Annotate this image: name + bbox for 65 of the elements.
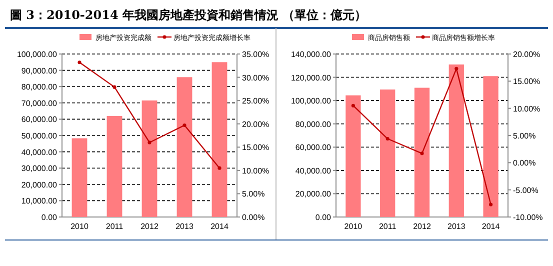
x-tick-label: 2013 bbox=[176, 222, 194, 231]
y-tick-label: 40,000.00 bbox=[295, 166, 332, 176]
bar bbox=[106, 116, 122, 217]
y-tick-label: 10,000.00 bbox=[21, 196, 58, 206]
y2-tick-label: 25.00% bbox=[242, 96, 270, 106]
y-tick-label: 50,000.00 bbox=[21, 132, 58, 140]
bar bbox=[380, 90, 396, 217]
point bbox=[218, 166, 222, 170]
y-tick-label: 100,000.00 bbox=[16, 50, 58, 59]
y-tick-label: 80,000.00 bbox=[295, 120, 332, 129]
point bbox=[489, 202, 493, 206]
x-tick-label: 2014 bbox=[482, 222, 500, 231]
point bbox=[182, 123, 186, 128]
x-tick-label: 2012 bbox=[413, 222, 432, 231]
y2-tick-label: -5.00% bbox=[513, 186, 538, 195]
bar bbox=[142, 100, 158, 217]
y-tick-label: 100,000.00 bbox=[290, 96, 332, 106]
y-tick-label: 0.00 bbox=[41, 213, 58, 222]
bar bbox=[414, 88, 430, 217]
y-tick-label: 30,000.00 bbox=[21, 164, 58, 174]
y-tick-label: 20,000.00 bbox=[21, 180, 58, 190]
y-tick-label: 90,000.00 bbox=[21, 66, 58, 76]
y-tick-label: 120,000.00 bbox=[290, 73, 332, 82]
point bbox=[78, 60, 82, 64]
y2-tick-label: 20.00% bbox=[513, 50, 540, 59]
bar bbox=[212, 62, 228, 217]
y-tick-label: 0.00 bbox=[315, 213, 332, 222]
x-tick-label: 2014 bbox=[210, 222, 229, 231]
x-tick-label: 2013 bbox=[448, 222, 466, 231]
chart-title: 圖 3：2010-2014 年我國房地產投資和銷售情況 （單位：億元） bbox=[10, 8, 367, 22]
y2-tick-label: 10.00% bbox=[513, 104, 540, 114]
y2-tick-label: 30.00% bbox=[242, 73, 270, 82]
point bbox=[112, 85, 116, 89]
y2-tick-label: 15.00% bbox=[513, 77, 540, 86]
y2-tick-label: 35.00% bbox=[242, 50, 270, 59]
x-tick-label: 2012 bbox=[140, 222, 159, 231]
y2-tick-label: -10.00% bbox=[513, 213, 543, 222]
bar bbox=[448, 64, 464, 217]
bar bbox=[72, 138, 88, 217]
x-tick-label: 2011 bbox=[106, 222, 124, 231]
y-tick-label: 20,000.00 bbox=[295, 190, 332, 199]
y2-tick-label: 0.00% bbox=[513, 158, 536, 168]
y-tick-label: 60,000.00 bbox=[21, 115, 58, 124]
y-tick-label: 60,000.00 bbox=[295, 143, 332, 152]
bar bbox=[346, 95, 361, 217]
y-tick-label: 80,000.00 bbox=[21, 82, 58, 92]
point bbox=[351, 104, 355, 108]
y2-tick-label: 0.00% bbox=[242, 213, 265, 222]
y2-tick-label: 20.00% bbox=[242, 120, 270, 129]
point bbox=[148, 140, 152, 144]
x-tick-label: 2010 bbox=[344, 222, 363, 231]
bar bbox=[176, 77, 192, 217]
bar bbox=[483, 76, 498, 217]
y-tick-label: 140,000.00 bbox=[290, 50, 332, 59]
point bbox=[420, 152, 424, 156]
x-tick-label: 2010 bbox=[70, 222, 89, 231]
y2-tick-label: 10.00% bbox=[242, 166, 270, 176]
y-tick-label: 40,000.00 bbox=[21, 148, 58, 157]
y2-tick-label: 5.00% bbox=[513, 132, 536, 140]
point bbox=[454, 66, 458, 70]
y2-tick-label: 5.00% bbox=[242, 190, 265, 199]
y2-tick-label: 15.00% bbox=[242, 143, 270, 152]
point bbox=[386, 136, 390, 141]
y-tick-label: 70,000.00 bbox=[21, 98, 58, 108]
x-tick-label: 2011 bbox=[379, 222, 397, 231]
